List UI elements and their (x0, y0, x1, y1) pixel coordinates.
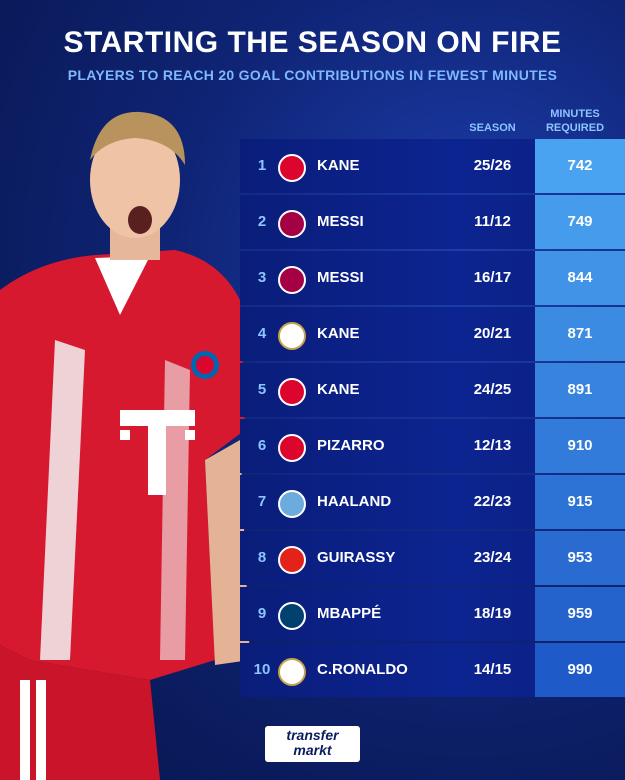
brand-line1: transfer (286, 727, 339, 743)
player-name: HAALAND (317, 493, 392, 510)
rank-number: 8 (257, 549, 267, 566)
minutes-column-header: MINUTES REQUIRED (535, 107, 615, 135)
barcelona-icon (278, 266, 306, 294)
rank-number: 5 (257, 381, 267, 398)
bayern-icon (278, 154, 306, 182)
season-column-header: SEASON (469, 122, 516, 134)
page-title: STARTING THE SEASON ON FIRE (63, 26, 562, 59)
table-row: 5 KANE 24/25 891 (240, 363, 625, 417)
minutes-value: 742 (535, 139, 625, 193)
season-value: 22/23 (473, 493, 512, 510)
minutes-value: 910 (535, 419, 625, 473)
player-name: KANE (317, 325, 360, 342)
rank-number: 7 (257, 493, 267, 510)
season-value: 25/26 (473, 157, 512, 174)
season-value: 24/25 (473, 381, 512, 398)
table-row: 9 MBAPPÉ 18/19 959 (240, 587, 625, 641)
minutes-value: 915 (535, 475, 625, 529)
season-value: 14/15 (473, 661, 512, 678)
stuttgart-icon (278, 546, 306, 574)
ranking-table: 1 KANE 25/26 742 2 MESSI 11/12 749 3 MESSI 16/17 84… (240, 139, 625, 699)
player-name: GUIRASSY (317, 549, 396, 566)
player-name: MESSI (317, 269, 364, 286)
minutes-value: 959 (535, 587, 625, 641)
player-photo (0, 111, 250, 780)
minutes-value: 891 (535, 363, 625, 417)
table-row: 6 PIZARRO 12/13 910 (240, 419, 625, 473)
bayern-icon (278, 434, 306, 462)
minutes-header-line1: MINUTES (550, 108, 600, 120)
barcelona-icon (278, 210, 306, 238)
table-row: 4 KANE 20/21 871 (240, 307, 625, 361)
man-city-icon (278, 490, 306, 518)
table-row: 3 MESSI 16/17 844 (240, 251, 625, 305)
season-value: 16/17 (473, 269, 512, 286)
player-name: KANE (317, 381, 360, 398)
player-name: MBAPPÉ (317, 605, 382, 622)
rank-number: 9 (257, 605, 267, 622)
player-name: C.RONALDO (317, 661, 408, 678)
season-value: 11/12 (474, 213, 511, 230)
season-value: 23/24 (473, 549, 512, 566)
rank-number: 3 (257, 269, 267, 286)
player-name: KANE (317, 157, 360, 174)
rank-number: 4 (257, 325, 267, 342)
tottenham-icon (278, 322, 306, 350)
table-row: 1 KANE 25/26 742 (240, 139, 625, 193)
table-row: 2 MESSI 11/12 749 (240, 195, 625, 249)
page-subtitle: PLAYERS TO REACH 20 GOAL CONTRIBUTIONS I… (67, 67, 558, 83)
rank-number: 1 (257, 157, 267, 174)
minutes-value: 844 (535, 251, 625, 305)
minutes-value: 990 (535, 643, 625, 697)
brand-line2: markt (293, 742, 332, 758)
rank-number: 6 (257, 437, 267, 454)
table-row: 8 GUIRASSY 23/24 953 (240, 531, 625, 585)
table-row: 7 HAALAND 22/23 915 (240, 475, 625, 529)
rank-number: 2 (257, 213, 267, 230)
season-value: 20/21 (473, 325, 512, 342)
player-name: MESSI (317, 213, 364, 230)
player-name: PIZARRO (317, 437, 385, 454)
minutes-value: 953 (535, 531, 625, 585)
minutes-header-line2: REQUIRED (545, 122, 605, 134)
bayern-icon (278, 378, 306, 406)
rank-number: 10 (253, 661, 271, 678)
season-value: 18/19 (473, 605, 512, 622)
real-madrid-icon (278, 658, 306, 686)
season-value: 12/13 (473, 437, 512, 454)
minutes-value: 749 (535, 195, 625, 249)
minutes-value: 871 (535, 307, 625, 361)
table-row: 10 C.RONALDO 14/15 990 (240, 643, 625, 697)
psg-icon (278, 602, 306, 630)
transfermarkt-logo: transfer markt (265, 726, 360, 762)
